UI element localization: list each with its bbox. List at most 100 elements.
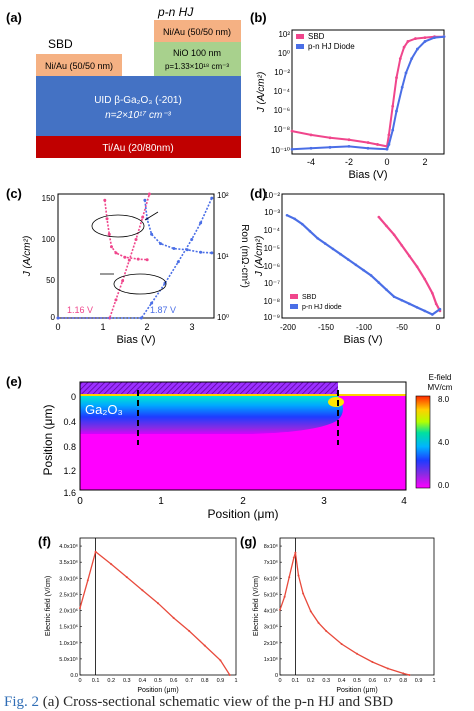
f-point bbox=[203, 644, 206, 647]
c-annot-pn: 1.87 V bbox=[150, 305, 176, 315]
d-legend-swatch-sbd bbox=[290, 294, 298, 299]
panel-c-frame bbox=[57, 193, 215, 319]
b-point bbox=[423, 36, 427, 40]
b-point bbox=[406, 40, 410, 43]
g-point bbox=[325, 629, 328, 632]
panel-f: (f) 4.0x10⁶ 3.5x10⁶ 3.0x10⁶ 2.5x10⁶ 2.0x10⁶ 1… bbox=[38, 534, 238, 694]
g-xtick: 1 bbox=[432, 678, 435, 684]
b-point bbox=[387, 133, 391, 137]
sbd-contact bbox=[36, 54, 122, 76]
d-point bbox=[392, 295, 396, 299]
c-ytick-right: 10² bbox=[217, 191, 229, 200]
b-point bbox=[387, 143, 391, 146]
b-ytick: 10⁻² bbox=[274, 68, 290, 77]
c-point bbox=[190, 237, 194, 241]
d-ytick: 10⁻³ bbox=[264, 208, 280, 217]
c-point bbox=[139, 316, 143, 320]
g-point bbox=[386, 667, 389, 670]
b-xtick: -4 bbox=[307, 157, 315, 167]
g-xlabel: Position (μm) bbox=[336, 687, 377, 694]
panel-c: (c) 150 100 50 0 10² 10¹ 10⁰ 0 1 2 3 Bia… bbox=[6, 186, 250, 346]
panel-g: (g) 8x10⁶ 7x10⁶ 6x10⁶ 5x10⁶ 4x10⁶ 3x10⁶ 2x10⁶ 1… bbox=[240, 534, 436, 694]
d-point bbox=[438, 307, 442, 311]
d-point bbox=[316, 236, 319, 240]
f-xtick: 0.6 bbox=[170, 678, 178, 684]
c-point bbox=[134, 237, 138, 241]
g-ytick: 3x10⁶ bbox=[264, 624, 278, 631]
b-point bbox=[395, 109, 398, 113]
d-xtick: -50 bbox=[396, 323, 408, 332]
b-point bbox=[347, 144, 351, 148]
c-point bbox=[176, 260, 180, 264]
c-ylabel: J (A/cm²) bbox=[22, 236, 33, 278]
d-point bbox=[339, 252, 342, 256]
b-point bbox=[309, 133, 313, 137]
f-point bbox=[172, 616, 175, 619]
e-ytick: 1.2 bbox=[63, 466, 76, 476]
g-xtick: 0.7 bbox=[384, 678, 392, 684]
panel-a: (a) p-n HJ SBD Ni/Au (50/50 nm) Ni/Au (5… bbox=[6, 5, 241, 158]
panel-c-label: (c) bbox=[6, 186, 22, 201]
e-xtick: 1 bbox=[158, 496, 164, 507]
b-point bbox=[400, 85, 404, 89]
d-point bbox=[423, 309, 427, 313]
panel-g-frame bbox=[279, 537, 435, 676]
d-series-line-0 bbox=[377, 216, 441, 312]
b-point bbox=[398, 57, 402, 61]
e-xtick: 3 bbox=[321, 496, 327, 507]
d-ytick: 10⁻⁵ bbox=[264, 244, 280, 253]
panel-d-label: (d) bbox=[250, 186, 267, 201]
e-cbar-tick: 0.0 bbox=[438, 481, 450, 490]
b-point bbox=[404, 71, 408, 75]
d-xtick: -200 bbox=[280, 323, 297, 332]
g-point bbox=[317, 621, 320, 624]
c-xtick: 2 bbox=[144, 322, 149, 332]
d-legend-pn: p-n HJ diode bbox=[302, 304, 342, 311]
nio-line1: NiO 100 nm bbox=[173, 48, 221, 58]
f-yticks: 4.0x10⁶ 3.5x10⁶ 3.0x10⁶ 2.5x10⁶ 2.0x10⁶ 1.5x1… bbox=[59, 543, 82, 679]
b-point bbox=[395, 76, 398, 80]
d-xtick: 0 bbox=[436, 323, 441, 332]
sbd-contact-text: Ni/Au (50/50 nm) bbox=[45, 61, 113, 71]
c-annot-sbd: 1.16 V bbox=[67, 305, 93, 315]
b-point bbox=[442, 35, 446, 39]
d-point bbox=[354, 263, 358, 267]
b-ytick: 10⁻⁴ bbox=[273, 87, 290, 96]
f-ytick: 3.0x10⁶ bbox=[59, 575, 78, 582]
g-point bbox=[288, 576, 291, 579]
c-xlabel: Bias (V) bbox=[116, 334, 155, 346]
c-series-line-1 bbox=[58, 197, 213, 319]
b-point bbox=[423, 40, 427, 43]
panel-d-frame bbox=[281, 193, 445, 319]
pnhj-label: p-n HJ bbox=[157, 5, 194, 19]
b-point bbox=[410, 57, 414, 61]
e-ytick: 0 bbox=[71, 392, 76, 402]
e-cbar-tick: 8.0 bbox=[438, 395, 450, 404]
g-xtick: 0 bbox=[278, 678, 281, 684]
d-point bbox=[377, 215, 381, 219]
c-point bbox=[107, 232, 111, 236]
g-ytick: 4x10⁶ bbox=[264, 608, 278, 615]
c-point bbox=[127, 258, 131, 262]
ga2o3-layer bbox=[36, 76, 241, 136]
c-point bbox=[210, 196, 214, 200]
d-ylabel: J (A/cm²) bbox=[254, 236, 265, 278]
g-ytick: 8x10⁶ bbox=[264, 543, 278, 550]
panel-b-plot bbox=[290, 35, 446, 151]
g-xtick: 0.5 bbox=[353, 678, 361, 684]
c-ytick: 100 bbox=[42, 235, 56, 244]
panel-e-frame bbox=[79, 381, 407, 491]
c-point bbox=[150, 232, 154, 236]
d-point bbox=[362, 268, 365, 272]
d-ytick: 10⁻⁷ bbox=[264, 279, 280, 288]
b-xtick: 2 bbox=[422, 157, 427, 167]
b-legend-swatch-sbd bbox=[296, 34, 304, 39]
c-point bbox=[114, 298, 118, 302]
f-ytick: 1.5x10⁶ bbox=[59, 624, 78, 631]
d-point bbox=[392, 233, 396, 237]
f-xtick: 0.4 bbox=[139, 678, 147, 684]
d-xtick: -150 bbox=[318, 323, 335, 332]
c-arrow-right bbox=[144, 211, 159, 221]
f-xticks: 0 0.1 0.2 0.3 0.4 0.5 0.6 0.7 0.8 0.9 1 bbox=[78, 678, 237, 684]
